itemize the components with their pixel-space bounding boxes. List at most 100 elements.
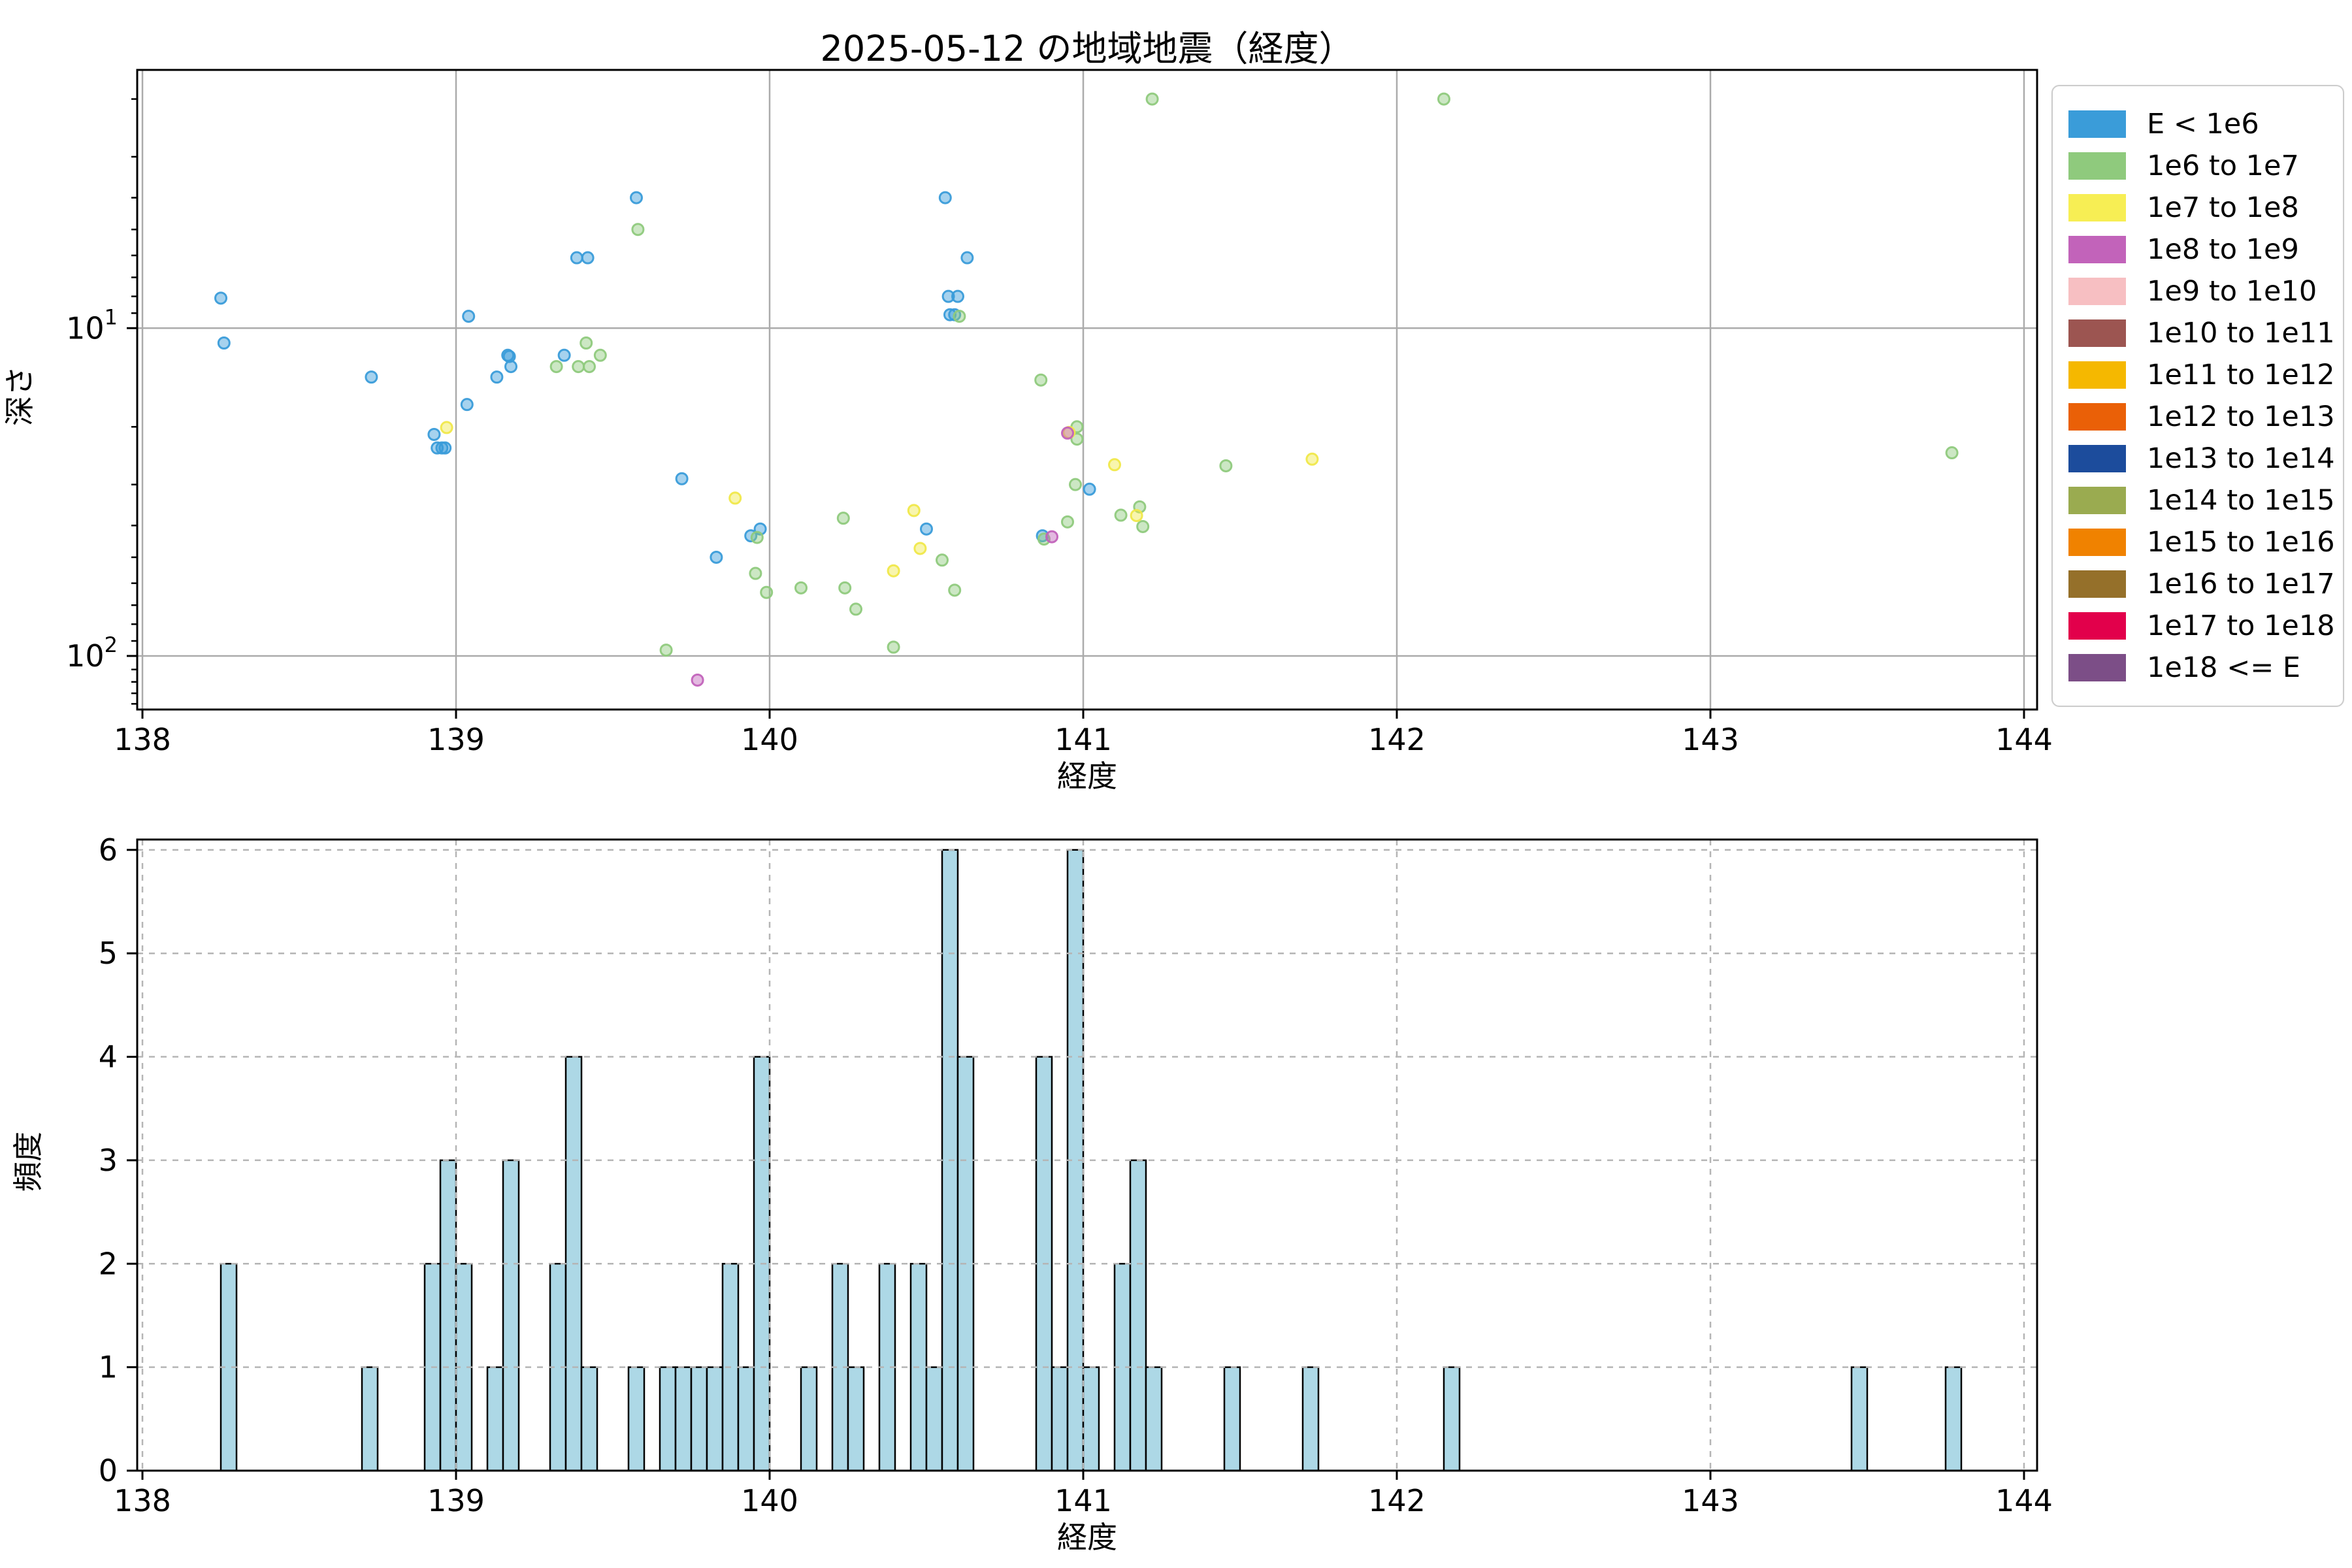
scatter-point — [1107, 458, 1121, 472]
legend-swatch-icon — [2068, 612, 2126, 640]
scatter-point — [794, 581, 808, 595]
legend-item-7: 1e12 to 1e13 — [2068, 396, 2343, 438]
scatter-point — [572, 360, 585, 374]
legend-label: E < 1e6 — [2147, 108, 2259, 140]
plot-frame — [136, 838, 2038, 1472]
histogram-bar — [502, 1159, 520, 1472]
scatter-point — [581, 251, 595, 265]
histogram-bar — [1223, 1366, 1241, 1472]
histogram-bar — [1145, 1366, 1163, 1472]
scatter-point — [1136, 519, 1150, 533]
histogram-bar — [706, 1366, 724, 1472]
legend-label: 1e12 to 1e13 — [2147, 400, 2335, 433]
scatter-point — [1130, 509, 1143, 523]
scatter-point — [938, 191, 952, 204]
histogram-xlabel: 経度 — [1057, 1520, 1117, 1555]
scatter-point — [570, 251, 583, 265]
legend-item-11: 1e16 to 1e17 — [2068, 563, 2343, 605]
scatter-point — [960, 251, 974, 265]
scatter-point — [887, 564, 900, 578]
x-tick-label: 143 — [1682, 1483, 1739, 1518]
histogram-bar — [925, 1366, 943, 1472]
scatter-point — [920, 522, 934, 536]
scatter-point — [557, 348, 571, 362]
scatter-canvas: 138 139 140 141 142 143 144 経度 101 102 — [66, 69, 2053, 794]
scatter-point — [1945, 446, 1959, 460]
scatter-point — [936, 553, 949, 567]
scatter-point — [631, 223, 645, 237]
x-tick-label: 140 — [741, 1483, 798, 1518]
legend-label: 1e6 to 1e7 — [2147, 150, 2299, 182]
legend-swatch-icon — [2068, 487, 2126, 514]
x-tick-label: 142 — [1368, 722, 1426, 757]
histogram-bar — [1850, 1366, 1869, 1472]
scatter-point — [427, 427, 441, 441]
legend-swatch-icon — [2068, 403, 2126, 431]
legend-label: 1e16 to 1e17 — [2147, 568, 2335, 600]
histogram-bar — [1129, 1159, 1147, 1472]
legend-label: 1e7 to 1e8 — [2147, 191, 2299, 224]
scatter-point — [953, 310, 966, 323]
scatter-point — [913, 542, 927, 555]
legend-label: 1e13 to 1e14 — [2147, 442, 2335, 475]
y-tick-label: 2 — [99, 1246, 118, 1281]
histogram-bar — [1944, 1366, 1963, 1472]
y-tick-label: 5 — [99, 936, 118, 971]
scatter-plot: 138 139 140 141 142 143 144 経度 101 102 — [66, 69, 2053, 794]
scatter-point — [438, 441, 452, 455]
x-tick-label: 142 — [1368, 1483, 1426, 1518]
histogram-bar — [800, 1366, 818, 1472]
scatter-point — [1045, 530, 1059, 544]
histogram-bar — [439, 1159, 457, 1472]
energy-legend: E < 1e6 1e6 to 1e7 1e7 to 1e8 1e8 to 1e9 1e9… — [2051, 85, 2344, 707]
scatter-point — [440, 421, 453, 434]
legend-label: 1e8 to 1e9 — [2147, 233, 2299, 266]
legend-item-3: 1e8 to 1e9 — [2068, 229, 2343, 270]
histogram-bar — [486, 1366, 504, 1472]
scatter-point — [849, 602, 863, 616]
legend-swatch-icon — [2068, 361, 2126, 389]
legend-swatch-icon — [2068, 152, 2126, 180]
scatter-point — [951, 289, 965, 303]
x-tick-label: 140 — [741, 722, 798, 757]
chart-title: 2025-05-12 の地域地震（経度） — [820, 28, 1354, 69]
scatter-point — [675, 472, 689, 485]
x-tick-label: 138 — [114, 1483, 171, 1518]
legend-swatch-icon — [2068, 570, 2126, 598]
legend-item-2: 1e7 to 1e8 — [2068, 187, 2343, 229]
scatter-point — [217, 336, 231, 350]
legend-item-10: 1e15 to 1e16 — [2068, 521, 2343, 563]
histogram-bar — [737, 1366, 755, 1472]
scatter-point — [1145, 92, 1159, 106]
scatter-point — [214, 291, 228, 305]
legend-label: 1e14 to 1e15 — [2147, 484, 2335, 517]
scatter-point — [504, 360, 518, 374]
legend-swatch-icon — [2068, 110, 2126, 138]
scatter-ylabel: 深さ — [2, 366, 37, 426]
legend-item-1: 1e6 to 1e7 — [2068, 145, 2343, 187]
x-tick-label: 139 — [427, 1483, 485, 1518]
scatter-point — [710, 550, 723, 564]
histogram-bar — [1082, 1366, 1100, 1472]
legend-swatch-icon — [2068, 529, 2126, 556]
scatter-xlabel: 経度 — [1057, 759, 1117, 794]
histogram-bar — [659, 1366, 677, 1472]
histogram-bar — [361, 1366, 379, 1472]
y-tick-label: 6 — [99, 832, 118, 868]
legend-swatch-icon — [2068, 194, 2126, 221]
legend-label: 1e9 to 1e10 — [2147, 275, 2317, 308]
scatter-point — [749, 566, 762, 580]
legend-label: 1e11 to 1e12 — [2147, 359, 2335, 391]
scatter-point — [1061, 515, 1075, 529]
legend-item-13: 1e18 <= E — [2068, 647, 2343, 689]
legend-item-5: 1e10 to 1e11 — [2068, 312, 2343, 354]
legend-swatch-icon — [2068, 654, 2126, 681]
legend-swatch-icon — [2068, 278, 2126, 305]
legend-item-4: 1e9 to 1e10 — [2068, 270, 2343, 312]
y-tick-label: 0 — [99, 1453, 118, 1488]
scatter-point — [580, 336, 593, 350]
legend-label: 1e10 to 1e11 — [2147, 317, 2335, 350]
scatter-point — [549, 360, 563, 374]
scatter-point — [907, 504, 921, 517]
